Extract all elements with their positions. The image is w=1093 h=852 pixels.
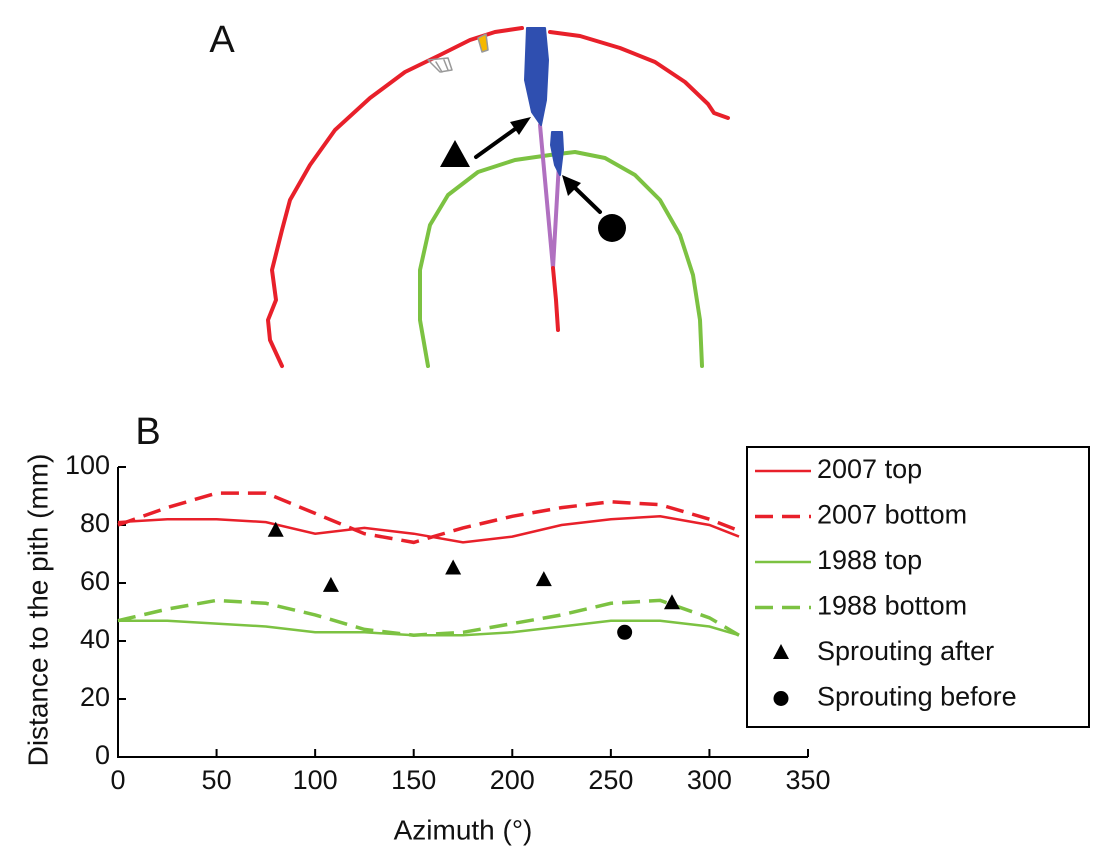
legend-label: 1988 top <box>817 545 922 575</box>
circle-marker <box>617 624 633 640</box>
series-line <box>117 515 740 544</box>
x-tick-label: 250 <box>588 765 633 795</box>
mark <box>477 33 489 53</box>
sprout <box>550 131 564 176</box>
triangle-marker <box>663 594 680 610</box>
outer-ring <box>548 30 730 120</box>
series-line <box>117 598 740 637</box>
inner-ring <box>418 150 704 368</box>
legend-label: 2007 bottom <box>817 500 967 530</box>
arrow-head <box>510 117 531 135</box>
legend-label: 1988 bottom <box>817 591 967 621</box>
outer-ring <box>266 26 524 368</box>
panel-label: A <box>209 19 235 61</box>
circle-marker <box>773 691 789 706</box>
arrow-head <box>562 175 581 196</box>
x-tick-label: 50 <box>202 765 232 795</box>
mark <box>427 57 453 73</box>
series-line <box>117 491 740 545</box>
triangle-marker <box>535 571 552 587</box>
arrow <box>474 122 524 159</box>
x-tick-label: 150 <box>391 765 436 795</box>
triangle-marker <box>322 576 339 592</box>
y-tick-label: 20 <box>80 682 110 712</box>
y-tick-label: 100 <box>65 450 110 480</box>
triangle-marker <box>445 559 462 575</box>
y-tick-label: 80 <box>80 508 110 538</box>
legend-label: Sprouting before <box>817 682 1017 712</box>
triangle-marker <box>267 521 284 537</box>
panel-label: B <box>135 411 160 453</box>
y-axis-label: Distance to the pith (mm) <box>22 454 53 767</box>
y-tick-label: 40 <box>80 624 110 654</box>
axes <box>117 467 808 758</box>
x-tick-label: 200 <box>490 765 535 795</box>
triangle-marker <box>773 644 789 659</box>
series-line <box>118 619 740 637</box>
x-tick-label: 0 <box>110 765 125 795</box>
diagram <box>266 26 730 368</box>
legend-label: Sprouting after <box>817 636 994 666</box>
x-tick-label: 300 <box>687 765 732 795</box>
x-tick-label: 100 <box>293 765 338 795</box>
y-tick-label: 0 <box>95 740 110 770</box>
x-tick-label: 350 <box>785 765 830 795</box>
chart: 0 50 100 150 200 250 300 350 0 20 40 60 80 100 2007 to… <box>65 446 1090 795</box>
y-tick-label: 60 <box>80 566 110 596</box>
triangle-symbol <box>440 140 470 167</box>
pith-line <box>551 266 560 332</box>
legend-box <box>746 446 1090 728</box>
x-axis-label: Azimuth (°) <box>394 814 533 845</box>
sprout <box>524 27 549 126</box>
legend: 2007 top 2007 bottom 1988 top 1988 bottom Sp… <box>746 446 1090 728</box>
legend-label: 2007 top <box>817 454 922 484</box>
circle-symbol <box>598 214 626 242</box>
